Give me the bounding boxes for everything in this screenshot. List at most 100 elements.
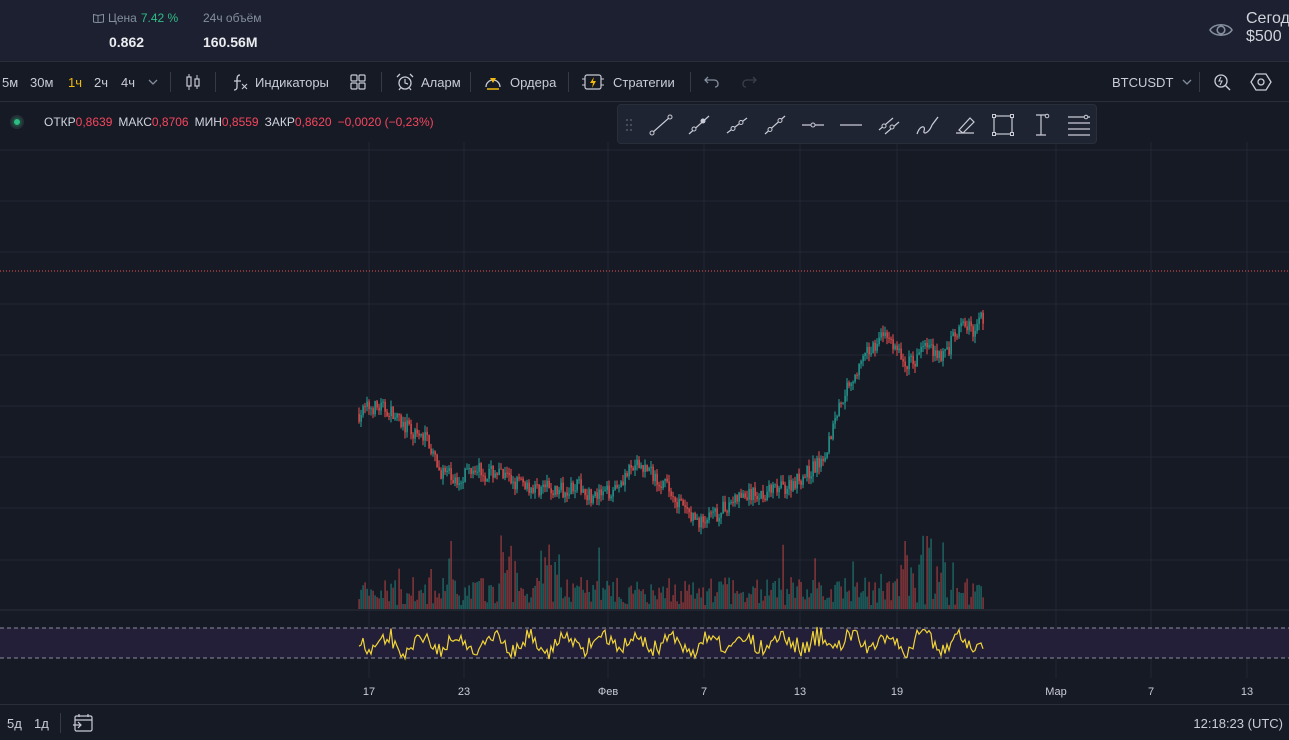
time-axis[interactable]: 17 23 Фев 7 13 19 Мар 7 13 bbox=[0, 680, 1289, 704]
go-to-date-calendar-icon[interactable] bbox=[72, 705, 94, 740]
candle-body bbox=[642, 465, 644, 472]
price-chart[interactable]: ОТКР 0,8639 МАКС 0,8706 МИН 0,8559 ЗАКР … bbox=[0, 102, 1289, 704]
oscillator-line bbox=[358, 626, 984, 661]
range-1d-button[interactable]: 1д bbox=[34, 715, 49, 731]
candle-body bbox=[740, 492, 742, 498]
interval-5m[interactable]: 5м bbox=[2, 74, 19, 90]
candle-body bbox=[572, 482, 574, 492]
parallel-channel-icon[interactable] bbox=[876, 113, 902, 137]
candle-body bbox=[692, 513, 694, 522]
volume-bar bbox=[858, 597, 860, 609]
candle-body bbox=[900, 348, 902, 360]
info-line-icon[interactable] bbox=[762, 113, 788, 137]
volume-bar bbox=[676, 601, 678, 609]
volume-bar bbox=[388, 601, 390, 609]
candle-body bbox=[620, 481, 622, 488]
candle-body bbox=[708, 512, 710, 520]
vertical-text-icon[interactable] bbox=[1028, 113, 1054, 137]
volume-bar bbox=[894, 581, 896, 609]
candle-body bbox=[482, 475, 484, 477]
ray-icon[interactable] bbox=[686, 113, 712, 137]
volume-bar bbox=[536, 577, 538, 609]
interval-4h[interactable]: 4ч bbox=[121, 74, 136, 90]
legend-visibility-dot[interactable] bbox=[12, 117, 22, 127]
volume-bar bbox=[968, 604, 970, 609]
volume-bar bbox=[364, 582, 366, 609]
settings-gear-icon[interactable] bbox=[1250, 62, 1272, 102]
volume-bar bbox=[562, 598, 564, 609]
candle-body bbox=[392, 406, 394, 420]
drag-handle-icon[interactable] bbox=[624, 117, 634, 133]
utc-clock[interactable]: 12:18:23 (UTC) bbox=[1193, 715, 1283, 731]
volume-bar bbox=[582, 589, 584, 609]
trend-line-icon[interactable] bbox=[648, 113, 674, 137]
candle-body bbox=[664, 478, 666, 481]
candle-body bbox=[444, 467, 446, 472]
candle-body bbox=[680, 498, 682, 501]
candle-body bbox=[876, 344, 878, 351]
close-value: 0,8620 bbox=[294, 115, 332, 129]
symbol-selector[interactable]: BTCUSDT bbox=[1112, 62, 1192, 102]
candle-body bbox=[960, 322, 962, 327]
interval-30m[interactable]: 30м bbox=[30, 74, 54, 90]
volume-bar bbox=[760, 589, 762, 609]
candle-body bbox=[860, 361, 862, 364]
indicators-button[interactable]: Индикаторы bbox=[231, 62, 329, 102]
time-tick: 13 bbox=[1240, 686, 1254, 698]
interval-2h[interactable]: 2ч bbox=[94, 74, 109, 90]
volume-bar bbox=[412, 577, 414, 609]
candle-body bbox=[776, 484, 778, 493]
candle-body bbox=[632, 467, 634, 471]
horizontal-ray-icon[interactable] bbox=[800, 113, 826, 137]
rectangle-icon[interactable] bbox=[990, 113, 1016, 137]
volume-bar bbox=[548, 544, 550, 609]
quick-search-icon[interactable] bbox=[1212, 62, 1232, 102]
volume-bar bbox=[786, 588, 788, 609]
volume-bar bbox=[784, 604, 786, 609]
eye-icon[interactable] bbox=[1208, 19, 1234, 41]
horizontal-line-icon[interactable] bbox=[838, 113, 864, 137]
symbol-chevron-down-icon bbox=[1182, 79, 1192, 85]
volume-bar bbox=[468, 585, 470, 609]
volume-bar bbox=[566, 579, 568, 609]
brush-icon[interactable] bbox=[914, 113, 940, 137]
candlestick-type-icon[interactable] bbox=[185, 62, 201, 102]
highlighter-icon[interactable] bbox=[952, 113, 978, 137]
redo-icon[interactable] bbox=[740, 62, 758, 102]
orders-button[interactable]: Ордера bbox=[483, 62, 556, 102]
volume-bar bbox=[620, 598, 622, 609]
volume-bar bbox=[532, 587, 534, 609]
volume-bar bbox=[842, 598, 844, 609]
candle-body bbox=[888, 337, 890, 339]
volume-stat: 24ч объём 160.56M bbox=[203, 10, 262, 50]
undo-icon[interactable] bbox=[703, 62, 721, 102]
volume-bar bbox=[484, 601, 486, 609]
volume-bar bbox=[560, 587, 562, 609]
interval-1h[interactable]: 1ч bbox=[68, 74, 83, 90]
layout-grid-icon[interactable] bbox=[349, 62, 367, 102]
range-5d-button[interactable]: 5д bbox=[7, 715, 22, 731]
alarm-button[interactable]: Аларм bbox=[395, 62, 461, 102]
volume-bar bbox=[472, 582, 474, 609]
strategies-button[interactable]: Стратегии bbox=[581, 62, 675, 102]
volume-bar bbox=[936, 566, 938, 609]
extended-line-icon[interactable] bbox=[724, 113, 750, 137]
fib-levels-icon[interactable] bbox=[1066, 113, 1092, 137]
volume-bar bbox=[380, 590, 382, 609]
volume-bar bbox=[622, 601, 624, 609]
candle-body bbox=[586, 495, 588, 501]
volume-bar bbox=[740, 592, 742, 609]
interval-dropdown-chevron-icon[interactable] bbox=[148, 62, 158, 102]
candle-body bbox=[930, 344, 932, 346]
price-stat: Цена 7.42 % 0.862 bbox=[93, 10, 178, 50]
volume-bar bbox=[930, 538, 932, 609]
price-chart-canvas[interactable] bbox=[0, 102, 1289, 704]
volume-bar bbox=[714, 596, 716, 609]
candle-body bbox=[798, 473, 800, 482]
volume-bar bbox=[700, 597, 702, 609]
volume-bar bbox=[666, 587, 668, 609]
candle-body bbox=[698, 518, 700, 528]
candle-body bbox=[810, 476, 812, 479]
candle-body bbox=[792, 481, 794, 491]
candle-body bbox=[726, 511, 728, 513]
